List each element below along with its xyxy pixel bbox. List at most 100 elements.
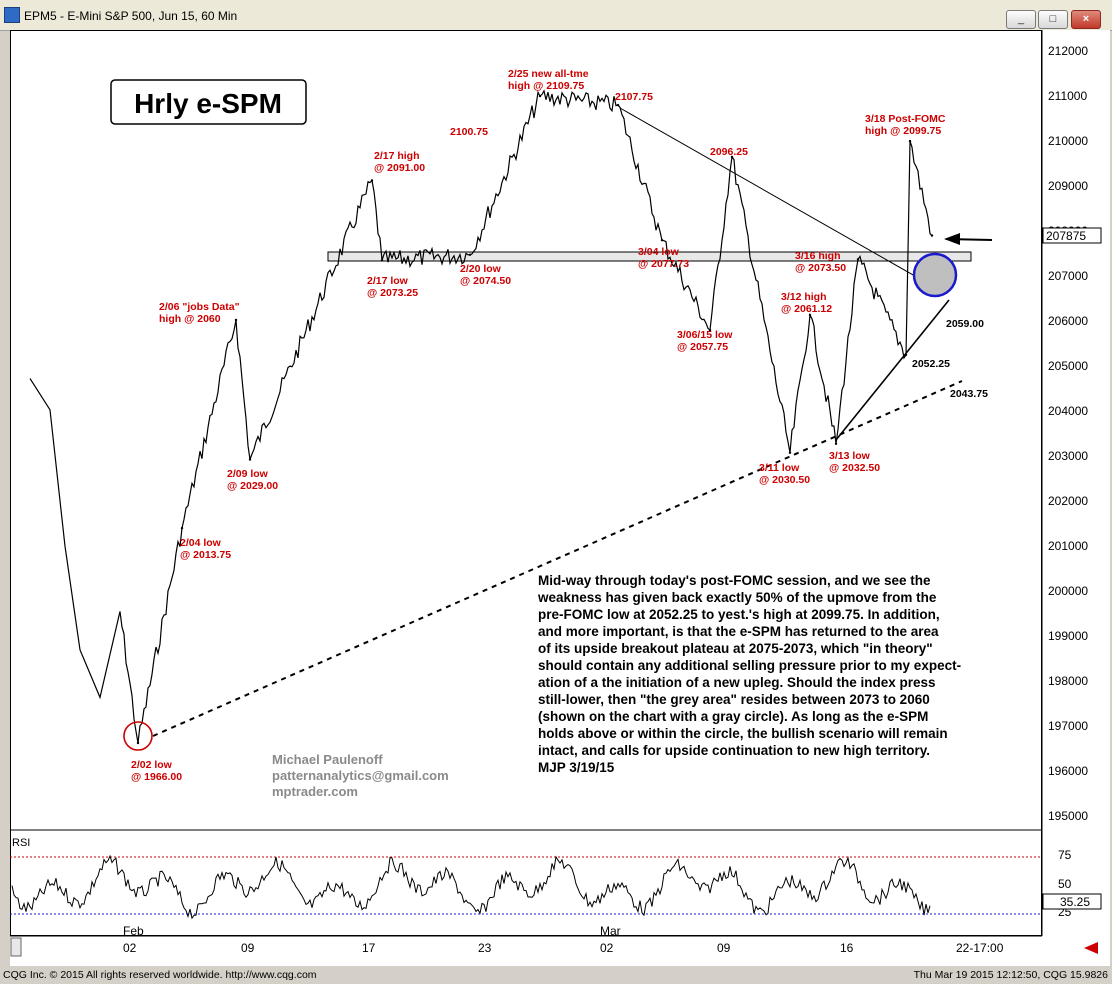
- signature-name: Michael Paulenoff: [272, 752, 383, 767]
- uptrend-line: [835, 299, 950, 441]
- commentary-line: intact, and calls for upside continuatio…: [538, 743, 930, 758]
- annotation-value: @ 2057.75: [677, 341, 728, 353]
- annotation-label: 3/06/15 low: [677, 329, 733, 341]
- commentary-line: pre-FOMC low at 2052.25 to yest.'s high …: [538, 607, 940, 622]
- price-point: [904, 353, 908, 357]
- annotation-label: 2/17 low: [367, 275, 409, 287]
- price-tick: 206000: [1048, 314, 1088, 328]
- signature-email: patternanalytics@gmail.com: [272, 768, 449, 783]
- level-label: 2059.00: [946, 318, 984, 330]
- dashed-support-line: [152, 380, 963, 737]
- day-label: 09: [241, 941, 255, 955]
- scroll-left-button[interactable]: [10, 937, 22, 957]
- price-tick: 202000: [1048, 494, 1088, 508]
- annotation-label: 2/04 low: [180, 537, 222, 549]
- annotation-label: 2/25 new all-tme: [508, 68, 589, 80]
- commentary-line: of its upside breakout plateau at 2075-2…: [538, 641, 933, 656]
- commentary-line: MJP 3/19/15: [538, 760, 615, 775]
- annotation-value: high @ 2099.75: [865, 125, 941, 137]
- price-tick: 201000: [1048, 539, 1088, 553]
- annotation-value: @ 1966.00: [131, 771, 182, 783]
- rsi-tick: 50: [1058, 877, 1072, 891]
- price-tick: 203000: [1048, 449, 1088, 463]
- window-title: EPM5 - E-Mini S&P 500, Jun 15, 60 Min: [24, 9, 238, 23]
- commentary-line: still-lower, then "the grey area" reside…: [538, 692, 930, 707]
- day-label: 17: [362, 941, 376, 955]
- annotation-label: 3/18 Post-FOMC: [865, 113, 946, 125]
- arrow-head-icon: [944, 233, 960, 245]
- price-tick: 212000: [1048, 44, 1088, 58]
- annotation-label: 2/09 low: [227, 468, 269, 480]
- day-label: 22-17:00: [956, 941, 1004, 955]
- price-point: [788, 451, 792, 454]
- price-point: [930, 234, 934, 237]
- annotation-label: 2/02 low: [131, 759, 173, 771]
- grey-area-circle: [912, 252, 958, 298]
- price-point: [708, 328, 712, 332]
- maximize-button[interactable]: □: [1038, 10, 1068, 29]
- day-label: 02: [600, 941, 614, 955]
- annotation-value: @ 2091.00: [374, 162, 425, 174]
- day-label: 23: [478, 941, 492, 955]
- price-point: [248, 458, 252, 461]
- annotation-label: 2/06 "jobs Data": [159, 301, 240, 313]
- price-point: [660, 239, 664, 242]
- commentary-line: and more important, is that the e-SPM ha…: [538, 624, 939, 639]
- level-label: 2052.25: [912, 358, 950, 370]
- window-titlebar: EPM5 - E-Mini S&P 500, Jun 15, 60 Min _ …: [0, 0, 1112, 31]
- commentary-line: (shown on the chart with a gray circle).…: [538, 709, 928, 724]
- rsi-label: RSI: [12, 837, 30, 849]
- price-tick: 209000: [1048, 179, 1088, 193]
- price-tick: 200000: [1048, 584, 1088, 598]
- annotation-value: high @ 2109.75: [508, 80, 584, 92]
- price-point: [834, 442, 838, 445]
- annotation-label: 2/20 low: [460, 263, 502, 275]
- commentary-line: holds above or within the circle, the bu…: [538, 726, 948, 741]
- annotation-value: @ 2061.12: [781, 303, 832, 315]
- minimize-button[interactable]: _: [1006, 10, 1036, 29]
- annotation-label: 3/12 high: [781, 291, 827, 303]
- price-series-line: [29, 89, 933, 744]
- breakout-plateau-zone: [327, 251, 972, 262]
- price-tick: 196000: [1048, 764, 1088, 778]
- rsi-current: 35.25: [1060, 895, 1090, 909]
- annotation-label: 2096.25: [710, 146, 748, 158]
- rsi-current-box: [1042, 893, 1102, 910]
- price-chart: Hrly e-SPM 212000 211000 210000 209000 2…: [10, 30, 1102, 957]
- price-point: [730, 155, 734, 159]
- chart-title-box: [110, 79, 307, 125]
- price-tick: 198000: [1048, 674, 1088, 688]
- annotation-label: 2107.75: [615, 91, 653, 103]
- last-price-box: [1042, 227, 1102, 244]
- close-button[interactable]: ×: [1071, 10, 1101, 29]
- annotation-value: @ 2077.73: [638, 258, 689, 270]
- price-tick: 211000: [1048, 89, 1087, 103]
- low-marker-circle: [123, 721, 153, 751]
- price-tick: 210000: [1048, 134, 1088, 148]
- price-point: [180, 526, 184, 530]
- price-tick: 199000: [1048, 629, 1088, 643]
- annotation-label: 3/16 high: [795, 250, 841, 262]
- price-point: [468, 253, 472, 256]
- commentary-line: weakness has given back exactly 50% of t…: [537, 590, 937, 605]
- annotation-label: 3/04 low: [638, 246, 680, 258]
- downtrend-line: [619, 107, 944, 293]
- scroll-right-arrow-icon[interactable]: [1084, 942, 1098, 954]
- last-price: 207875: [1046, 229, 1086, 243]
- annotation-value: @ 2074.50: [460, 275, 511, 287]
- annotation-value: @ 2073.25: [367, 287, 418, 299]
- price-tick: 195000: [1048, 809, 1088, 823]
- month-label: Mar: [600, 924, 621, 938]
- chart-area: Hrly e-SPM 212000 211000 210000 209000 2…: [10, 30, 1110, 966]
- rsi-series-line: [11, 854, 931, 920]
- annotation-value: @ 2013.75: [180, 549, 231, 561]
- price-point: [908, 139, 912, 143]
- rsi-tick: 75: [1058, 848, 1072, 862]
- price-point: [370, 179, 374, 182]
- day-label: 09: [717, 941, 731, 955]
- app-icon: [4, 7, 20, 23]
- month-label: Feb: [123, 924, 144, 938]
- signature-site: mptrader.com: [272, 784, 358, 799]
- day-label: 02: [123, 941, 137, 955]
- price-tick: 197000: [1048, 719, 1088, 733]
